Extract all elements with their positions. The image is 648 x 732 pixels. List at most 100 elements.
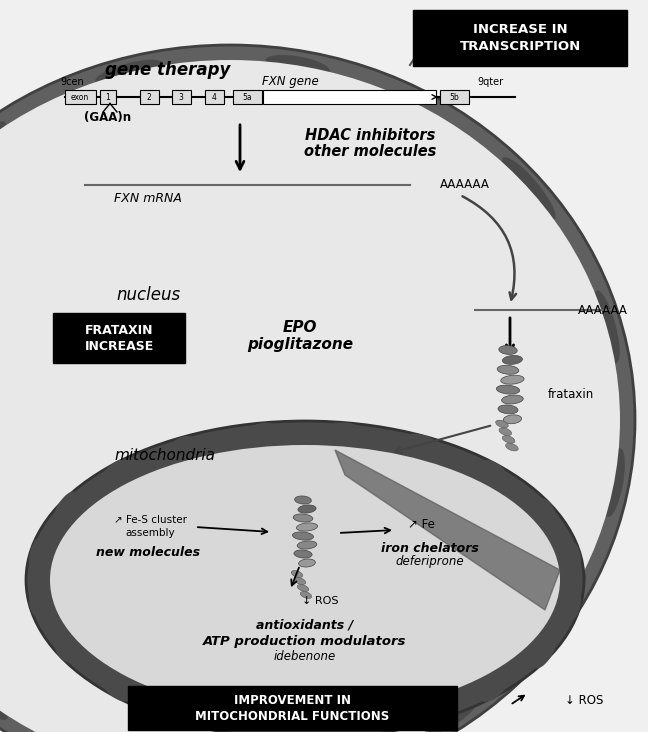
Ellipse shape [246,422,279,443]
Ellipse shape [266,55,330,76]
Ellipse shape [496,420,508,427]
Ellipse shape [298,505,316,513]
Bar [0,0,648,5]
Text: gene therapy: gene therapy [106,61,231,79]
Text: new molecules: new molecules [96,547,200,559]
Text: ↗ Fe-S cluster: ↗ Fe-S cluster [113,515,187,525]
Ellipse shape [561,539,581,574]
Ellipse shape [0,60,620,732]
Ellipse shape [98,669,131,701]
Ellipse shape [0,45,635,732]
Ellipse shape [531,627,559,668]
Text: iron chelators: iron chelators [381,542,479,555]
Ellipse shape [0,122,6,167]
Text: EPO: EPO [283,319,318,335]
Ellipse shape [480,460,510,490]
Text: frataxin: frataxin [548,389,594,401]
Text: INCREASE IN
TRANSCRIPTION: INCREASE IN TRANSCRIPTION [459,23,581,53]
Text: pioglitazone: pioglitazone [247,337,353,353]
FancyBboxPatch shape [100,90,115,104]
Ellipse shape [29,588,49,619]
Text: AAAAAA: AAAAAA [578,304,628,316]
Text: 4: 4 [211,92,216,102]
Ellipse shape [332,717,362,732]
Text: HDAC inhibitors: HDAC inhibitors [305,127,435,143]
Ellipse shape [502,157,555,220]
Ellipse shape [295,496,311,504]
Ellipse shape [294,550,312,558]
Ellipse shape [297,585,308,591]
Ellipse shape [243,717,283,732]
Ellipse shape [29,537,50,577]
Ellipse shape [299,559,316,567]
Text: 5b: 5b [449,92,459,102]
Text: antioxidants /: antioxidants / [257,619,354,632]
Ellipse shape [498,405,518,414]
Ellipse shape [501,376,524,384]
Text: AAAAAA: AAAAAA [440,179,490,192]
Text: FXN mRNA: FXN mRNA [114,192,182,204]
FancyBboxPatch shape [53,313,185,363]
Ellipse shape [502,436,515,444]
Ellipse shape [499,346,517,354]
Text: 9cen: 9cen [60,77,84,87]
Text: 3: 3 [179,92,183,102]
Ellipse shape [54,633,76,662]
Text: 9qter: 9qter [477,77,503,87]
Text: mitochondria: mitochondria [115,447,216,463]
Ellipse shape [95,60,163,85]
Ellipse shape [505,444,518,451]
Ellipse shape [406,433,448,461]
FancyBboxPatch shape [128,686,457,730]
Ellipse shape [603,448,625,517]
Ellipse shape [326,422,368,444]
Ellipse shape [52,491,79,534]
Ellipse shape [294,578,306,584]
Ellipse shape [168,436,197,458]
Text: 5a: 5a [242,92,252,102]
FancyBboxPatch shape [413,10,627,66]
Text: exon: exon [71,92,89,102]
FancyBboxPatch shape [233,90,262,104]
FancyBboxPatch shape [439,90,469,104]
Ellipse shape [292,532,314,540]
FancyBboxPatch shape [262,90,435,104]
Ellipse shape [479,669,512,702]
Text: FRATAXIN
INCREASE: FRATAXIN INCREASE [84,324,154,354]
Ellipse shape [497,365,519,374]
Ellipse shape [533,498,556,526]
FancyBboxPatch shape [65,90,95,104]
Text: ↓ ROS: ↓ ROS [302,596,338,606]
Polygon shape [335,450,560,610]
Ellipse shape [300,591,312,599]
Ellipse shape [561,584,581,622]
Ellipse shape [502,356,522,365]
Ellipse shape [293,514,313,522]
Text: nucleus: nucleus [116,286,180,304]
Ellipse shape [0,672,8,720]
Ellipse shape [162,699,204,726]
Text: 2: 2 [146,92,152,102]
Ellipse shape [99,459,130,490]
Text: ATP production modulators: ATP production modulators [203,635,407,648]
Text: FXN gene: FXN gene [262,75,318,89]
Text: 1: 1 [105,92,110,102]
Ellipse shape [550,572,586,629]
Ellipse shape [50,445,560,715]
Ellipse shape [291,570,303,578]
Text: ↓ ROS: ↓ ROS [565,693,603,706]
Ellipse shape [296,523,318,531]
Text: idebenone: idebenone [274,649,336,662]
FancyBboxPatch shape [205,90,224,104]
FancyBboxPatch shape [172,90,191,104]
Text: other molecules: other molecules [304,144,436,160]
FancyBboxPatch shape [139,90,159,104]
Text: IMPROVEMENT IN
MITOCHONDRIAL FUNCTIONS: IMPROVEMENT IN MITOCHONDRIAL FUNCTIONS [196,693,389,722]
Ellipse shape [496,385,520,394]
Text: assembly: assembly [125,528,175,538]
Ellipse shape [502,395,523,404]
Ellipse shape [297,541,317,549]
Text: ↗ Fe: ↗ Fe [408,518,435,531]
Text: deferiprone: deferiprone [396,556,465,569]
Text: (GAA)n: (GAA)n [84,111,132,124]
